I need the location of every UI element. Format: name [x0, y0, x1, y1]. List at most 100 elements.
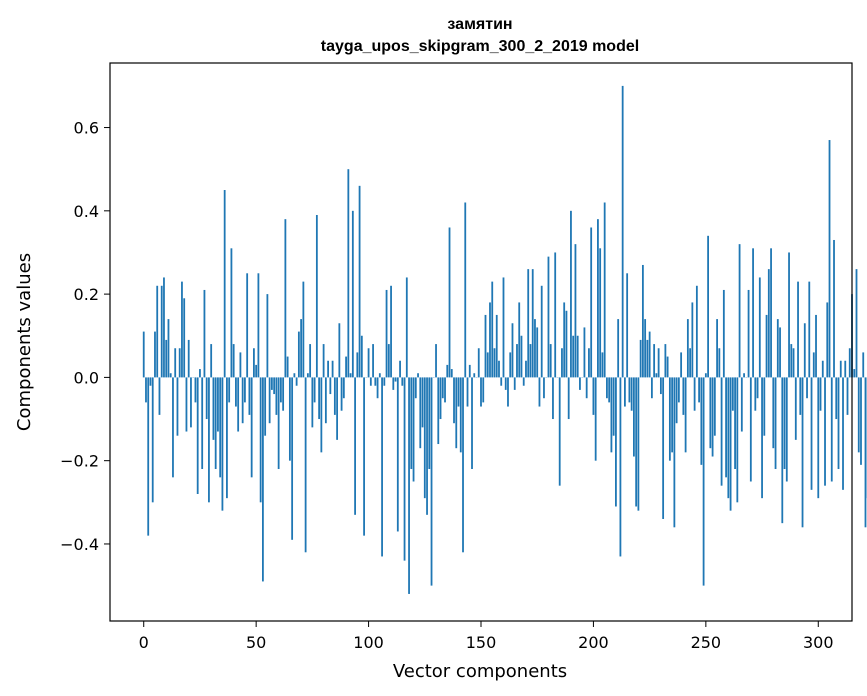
bar: [390, 285, 392, 378]
bar: [684, 377, 687, 453]
bar: [160, 285, 163, 378]
bar: [855, 269, 858, 378]
bar: [318, 377, 321, 420]
bar: [693, 377, 696, 411]
bar: [408, 377, 410, 594]
bar: [275, 377, 278, 415]
bar: [608, 377, 611, 403]
bar: [799, 377, 802, 415]
bar: [471, 377, 473, 470]
bar: [336, 377, 338, 440]
x-tick-label: 150: [466, 633, 497, 652]
bar: [783, 377, 786, 470]
x-axis-ticks: 0 50 100 150 200 250 300: [139, 621, 834, 652]
bar: [441, 377, 444, 399]
bar: [576, 335, 579, 378]
bar: [232, 344, 235, 378]
bar: [788, 252, 790, 378]
bar: [410, 377, 413, 470]
bar: [383, 377, 386, 386]
bar: [502, 277, 505, 378]
bar: [729, 377, 732, 511]
bar: [149, 377, 152, 386]
bar: [417, 373, 419, 378]
bar: [702, 377, 705, 586]
bar: [803, 323, 806, 378]
bar: [399, 360, 401, 378]
bar: [181, 281, 183, 378]
bar: [333, 377, 336, 415]
bar: [810, 377, 813, 490]
y-axis-label: Components values: [14, 253, 35, 431]
bar: [509, 352, 512, 378]
bar: [293, 373, 296, 378]
bar: [567, 377, 570, 420]
bar: [295, 377, 298, 386]
bar: [178, 348, 181, 378]
y-tick-label: 0.4: [74, 202, 99, 221]
bar: [680, 352, 683, 378]
bar: [547, 256, 550, 378]
bar: [797, 281, 799, 378]
bar: [167, 319, 170, 378]
bar: [241, 377, 244, 424]
bar: [664, 344, 667, 378]
bar: [617, 319, 620, 378]
bar: [857, 377, 860, 453]
bar: [498, 360, 500, 378]
bar: [219, 377, 222, 478]
bar: [369, 377, 372, 386]
x-tick-label: 250: [691, 633, 722, 652]
bar: [565, 310, 568, 378]
bar: [147, 377, 150, 536]
bar: [480, 377, 482, 407]
bar: [340, 377, 343, 411]
bar: [324, 377, 327, 424]
bar: [421, 377, 424, 428]
bar: [619, 377, 622, 557]
bar: [190, 377, 192, 428]
bar: [185, 377, 188, 432]
bar: [486, 352, 489, 378]
bar: [347, 169, 350, 378]
bar: [273, 377, 276, 395]
bar: [482, 377, 485, 403]
bar: [360, 335, 363, 378]
bar: [394, 377, 397, 382]
bar: [284, 219, 287, 378]
y-tick-label: 0.0: [74, 368, 99, 387]
bar: [543, 377, 545, 399]
bar: [163, 277, 165, 378]
bar: [650, 377, 653, 399]
bar: [817, 377, 820, 499]
bar: [718, 348, 721, 378]
bar: [738, 244, 741, 378]
bar: [597, 219, 599, 378]
bar: [592, 377, 595, 415]
bar: [821, 360, 824, 378]
bar: [594, 377, 597, 461]
bar: [772, 377, 775, 449]
bar: [282, 377, 285, 411]
bar: [743, 373, 745, 378]
bar: [522, 377, 525, 386]
bar: [770, 248, 772, 378]
x-tick-label: 50: [246, 633, 266, 652]
bar: [459, 377, 462, 453]
bar: [781, 377, 784, 524]
bar: [250, 377, 253, 478]
bar: [208, 377, 210, 503]
bar: [673, 377, 676, 528]
bar: [491, 281, 494, 378]
bar: [453, 377, 455, 424]
bar: [226, 377, 228, 499]
bar: [725, 377, 727, 478]
bar: [255, 364, 258, 378]
bar: [309, 344, 312, 378]
bar: [387, 344, 390, 378]
bar: [561, 348, 563, 378]
bar: [736, 377, 739, 503]
bar: [212, 377, 215, 440]
bar: [376, 377, 379, 399]
x-tick-label: 0: [139, 633, 149, 652]
